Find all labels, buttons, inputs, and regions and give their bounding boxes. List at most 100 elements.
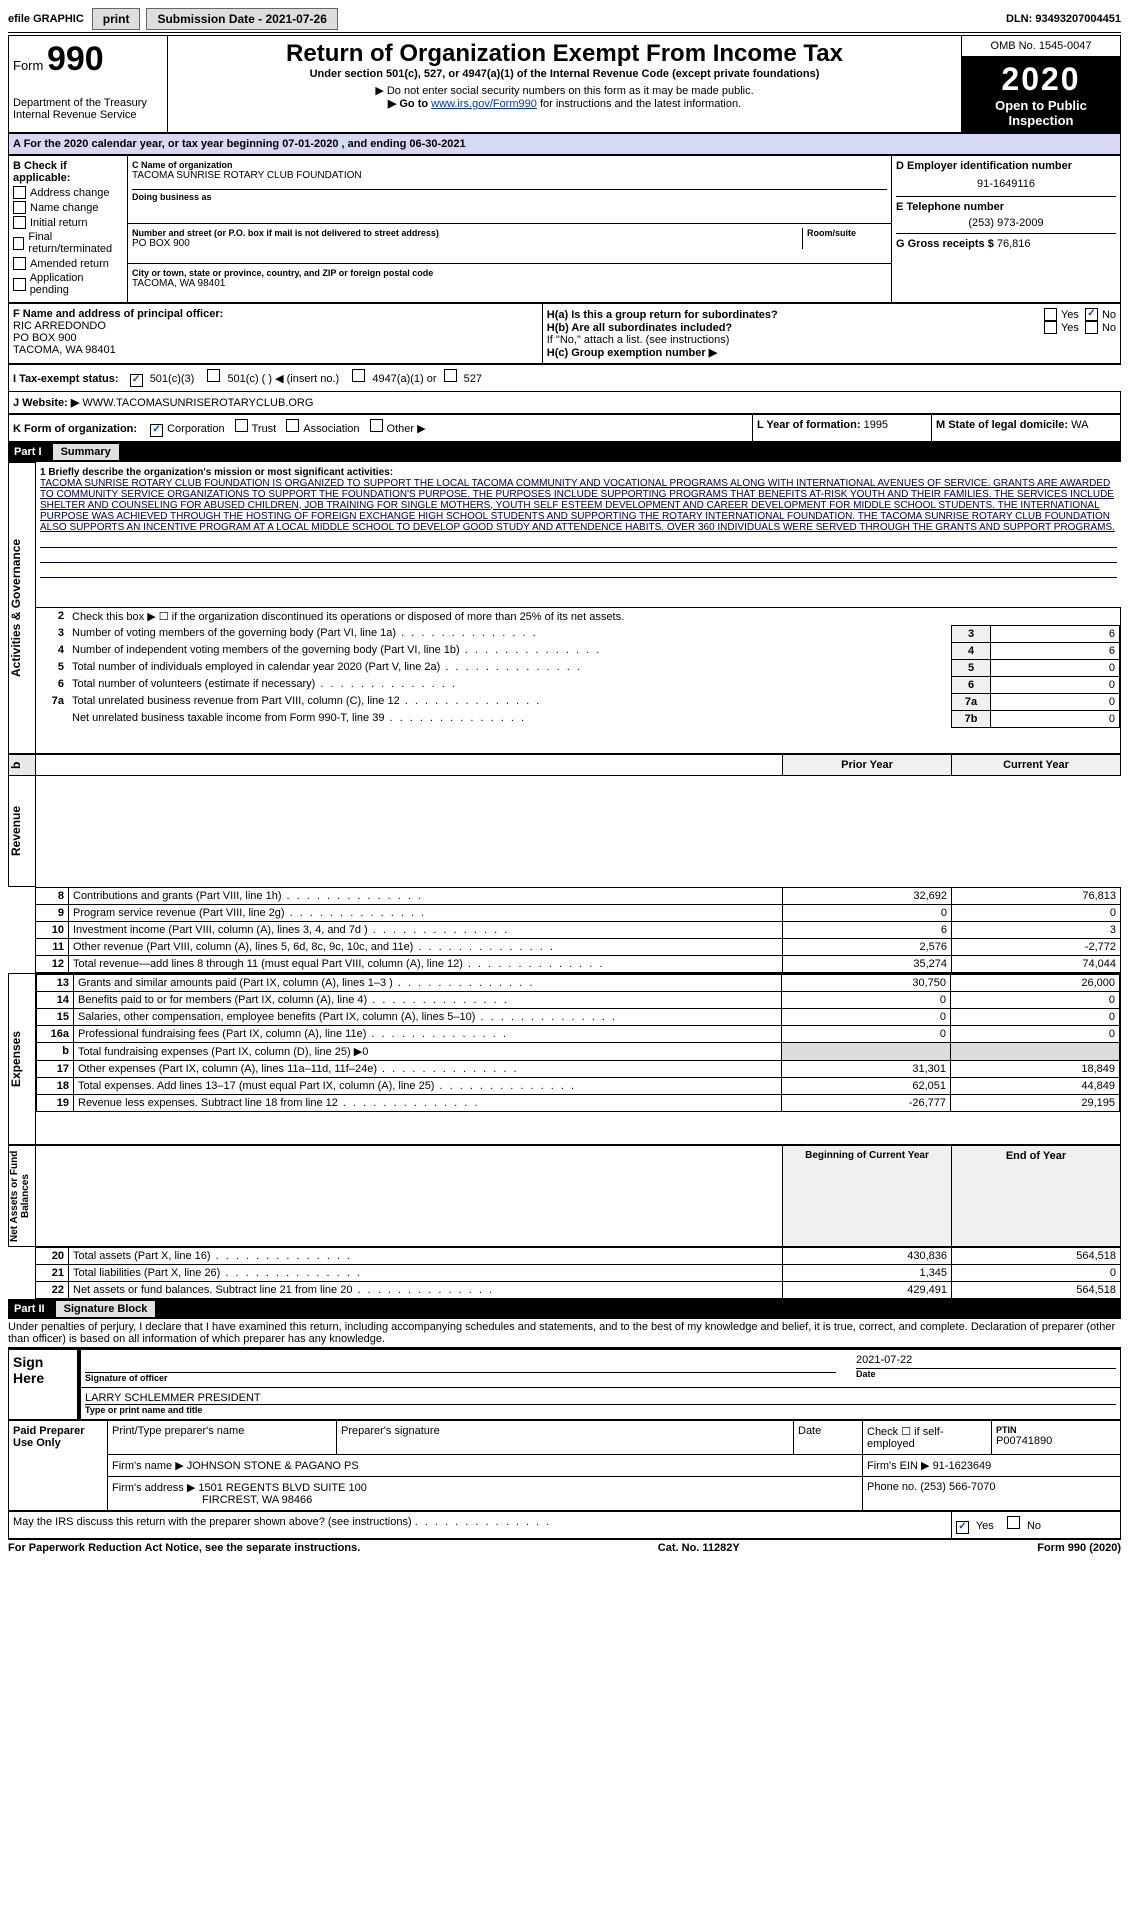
opt-4947: 4947(a)(1) or	[372, 373, 436, 385]
sign-here-label: Sign Here	[9, 1349, 80, 1420]
goto-prefix: ▶ Go to	[388, 98, 431, 110]
4947-checkbox[interactable]	[352, 369, 365, 382]
501c3-checkbox[interactable]	[130, 374, 143, 387]
form-label: Form	[13, 58, 43, 73]
opt-501c: 501(c) ( ) ◀ (insert no.)	[227, 373, 339, 385]
perjury-text: Under penalties of perjury, I declare th…	[8, 1319, 1121, 1348]
section-b-item: Address change	[13, 186, 123, 199]
firm-addr2: FIRCREST, WA 98466	[202, 1494, 858, 1506]
form-title: Return of Organization Exempt From Incom…	[172, 40, 957, 68]
ptin-value: P00741890	[996, 1435, 1116, 1447]
hb-no-checkbox[interactable]	[1085, 321, 1098, 334]
officer-name-title: LARRY SCHLEMMER PRESIDENT	[85, 1392, 1116, 1404]
table-row: bTotal fundraising expenses (Part IX, co…	[37, 1043, 1120, 1061]
preparer-sig-label: Preparer's signature	[337, 1421, 794, 1455]
form-org-checkbox[interactable]	[235, 419, 248, 432]
form-header: Form 990 Department of the Treasury Inte…	[8, 35, 1121, 133]
end-year-header: End of Year	[952, 1146, 1121, 1247]
officer-name: RIC ARREDONDO	[13, 320, 538, 332]
checkbox[interactable]	[13, 257, 26, 270]
instructions-link[interactable]: www.irs.gov/Form990	[431, 98, 537, 110]
discuss-text: May the IRS discuss this return with the…	[13, 1516, 412, 1528]
self-employed-label: Check ☐ if self-employed	[863, 1421, 992, 1455]
table-row: 15Salaries, other compensation, employee…	[37, 1009, 1120, 1026]
form-org-checkbox[interactable]	[150, 424, 163, 437]
goto-suffix: for instructions and the latest informat…	[540, 98, 741, 110]
form-org-checkbox[interactable]	[286, 419, 299, 432]
print-button[interactable]: print	[92, 8, 141, 30]
note-ssn: ▶ Do not enter social security numbers o…	[172, 84, 957, 97]
checkbox[interactable]	[13, 278, 26, 291]
preparer-name-label: Print/Type preparer's name	[108, 1421, 337, 1455]
table-row: 3Number of voting members of the governi…	[36, 625, 1120, 642]
ha-no-checkbox[interactable]	[1085, 308, 1098, 321]
table-row: Net unrelated business taxable income fr…	[36, 710, 1120, 727]
phone-label: E Telephone number	[896, 196, 1116, 213]
checkbox-label: Initial return	[30, 217, 87, 229]
table-row: 21Total liabilities (Part X, line 26)1,3…	[36, 1265, 1121, 1282]
tax-exempt-label: I Tax-exempt status:	[13, 373, 119, 385]
part1-title: Summary	[53, 444, 119, 460]
checkbox[interactable]	[13, 237, 24, 250]
room-label: Room/suite	[807, 228, 887, 238]
open-inspection: Open to Public Inspection	[966, 98, 1116, 128]
hb-yes-checkbox[interactable]	[1044, 321, 1057, 334]
firm-phone: (253) 566-7070	[920, 1481, 995, 1493]
part2-header: Part II Signature Block	[8, 1299, 1121, 1319]
section-b-item: Final return/terminated	[13, 231, 123, 255]
firm-ein: 91-1623649	[933, 1460, 992, 1472]
section-b-item: Initial return	[13, 216, 123, 229]
table-row: 11Other revenue (Part VIII, column (A), …	[36, 939, 1121, 956]
discuss-yes-checkbox[interactable]	[956, 1521, 969, 1534]
form-org-checkbox[interactable]	[370, 419, 383, 432]
prior-year-header: Prior Year	[783, 755, 952, 776]
h-c-label: H(c) Group exemption number ▶	[547, 346, 1116, 359]
website-value: WWW.TACOMASUNRISEROTARYCLUB.ORG	[82, 397, 313, 409]
table-row: 9Program service revenue (Part VIII, lin…	[36, 905, 1121, 922]
gross-label: G Gross receipts $	[896, 238, 994, 250]
h-a-label: H(a) Is this a group return for subordin…	[547, 309, 1044, 321]
table-row: 5Total number of individuals employed in…	[36, 659, 1120, 676]
mission-text: TACOMA SUNRISE ROTARY CLUB FOUNDATION IS…	[40, 478, 1117, 533]
governance-side-label: Activities & Governance	[9, 463, 23, 753]
domicile-value: WA	[1071, 419, 1088, 431]
submission-date-button[interactable]: Submission Date - 2021-07-26	[146, 8, 337, 30]
ein-label: D Employer identification number	[896, 160, 1116, 172]
street-value: PO BOX 900	[132, 238, 802, 249]
firm-name: JOHNSON STONE & PAGANO PS	[187, 1460, 359, 1472]
table-row: 8Contributions and grants (Part VIII, li…	[36, 888, 1121, 905]
part2-label: Part II	[14, 1303, 53, 1315]
checkbox[interactable]	[13, 186, 26, 199]
domicile-label: M State of legal domicile:	[936, 419, 1068, 431]
governance-table: 2Check this box ▶ ☐ if the organization …	[36, 608, 1120, 728]
ein-value: 91-1649116	[896, 178, 1116, 190]
form-org-option: Association	[303, 423, 359, 435]
officer-label: F Name and address of principal officer:	[13, 308, 538, 320]
firm-name-label: Firm's name ▶	[112, 1460, 184, 1472]
checkbox[interactable]	[13, 216, 26, 229]
table-row: 20Total assets (Part X, line 16)430,8365…	[36, 1248, 1121, 1265]
website-label: J Website: ▶	[13, 397, 79, 409]
ptin-label: PTIN	[996, 1425, 1116, 1435]
officer-addr2: TACOMA, WA 98401	[13, 344, 538, 356]
table-row: 14Benefits paid to or for members (Part …	[37, 992, 1120, 1009]
part2-title: Signature Block	[56, 1301, 156, 1317]
paid-preparer-label: Paid Preparer Use Only	[9, 1421, 108, 1511]
revenue-side-label: Revenue	[9, 776, 23, 886]
section-b: B Check if applicable: Address changeNam…	[9, 156, 128, 303]
ha-yes-checkbox[interactable]	[1044, 308, 1057, 321]
dept-label: Department of the Treasury Internal Reve…	[13, 97, 163, 121]
discuss-no-checkbox[interactable]	[1007, 1516, 1020, 1529]
527-checkbox[interactable]	[444, 369, 457, 382]
name-title-label: Type or print name and title	[85, 1404, 1116, 1415]
gross-value: 76,816	[997, 238, 1031, 250]
dba-label: Doing business as	[132, 192, 212, 202]
section-b-item: Name change	[13, 201, 123, 214]
tax-year: 2020	[966, 61, 1116, 98]
checkbox[interactable]	[13, 201, 26, 214]
501c-checkbox[interactable]	[207, 369, 220, 382]
sig-date: 2021-07-22	[856, 1354, 1116, 1366]
firm-addr1: 1501 REGENTS BLVD SUITE 100	[198, 1482, 367, 1494]
h-b-label: H(b) Are all subordinates included?	[547, 322, 1044, 334]
firm-ein-label: Firm's EIN ▶	[867, 1460, 930, 1472]
